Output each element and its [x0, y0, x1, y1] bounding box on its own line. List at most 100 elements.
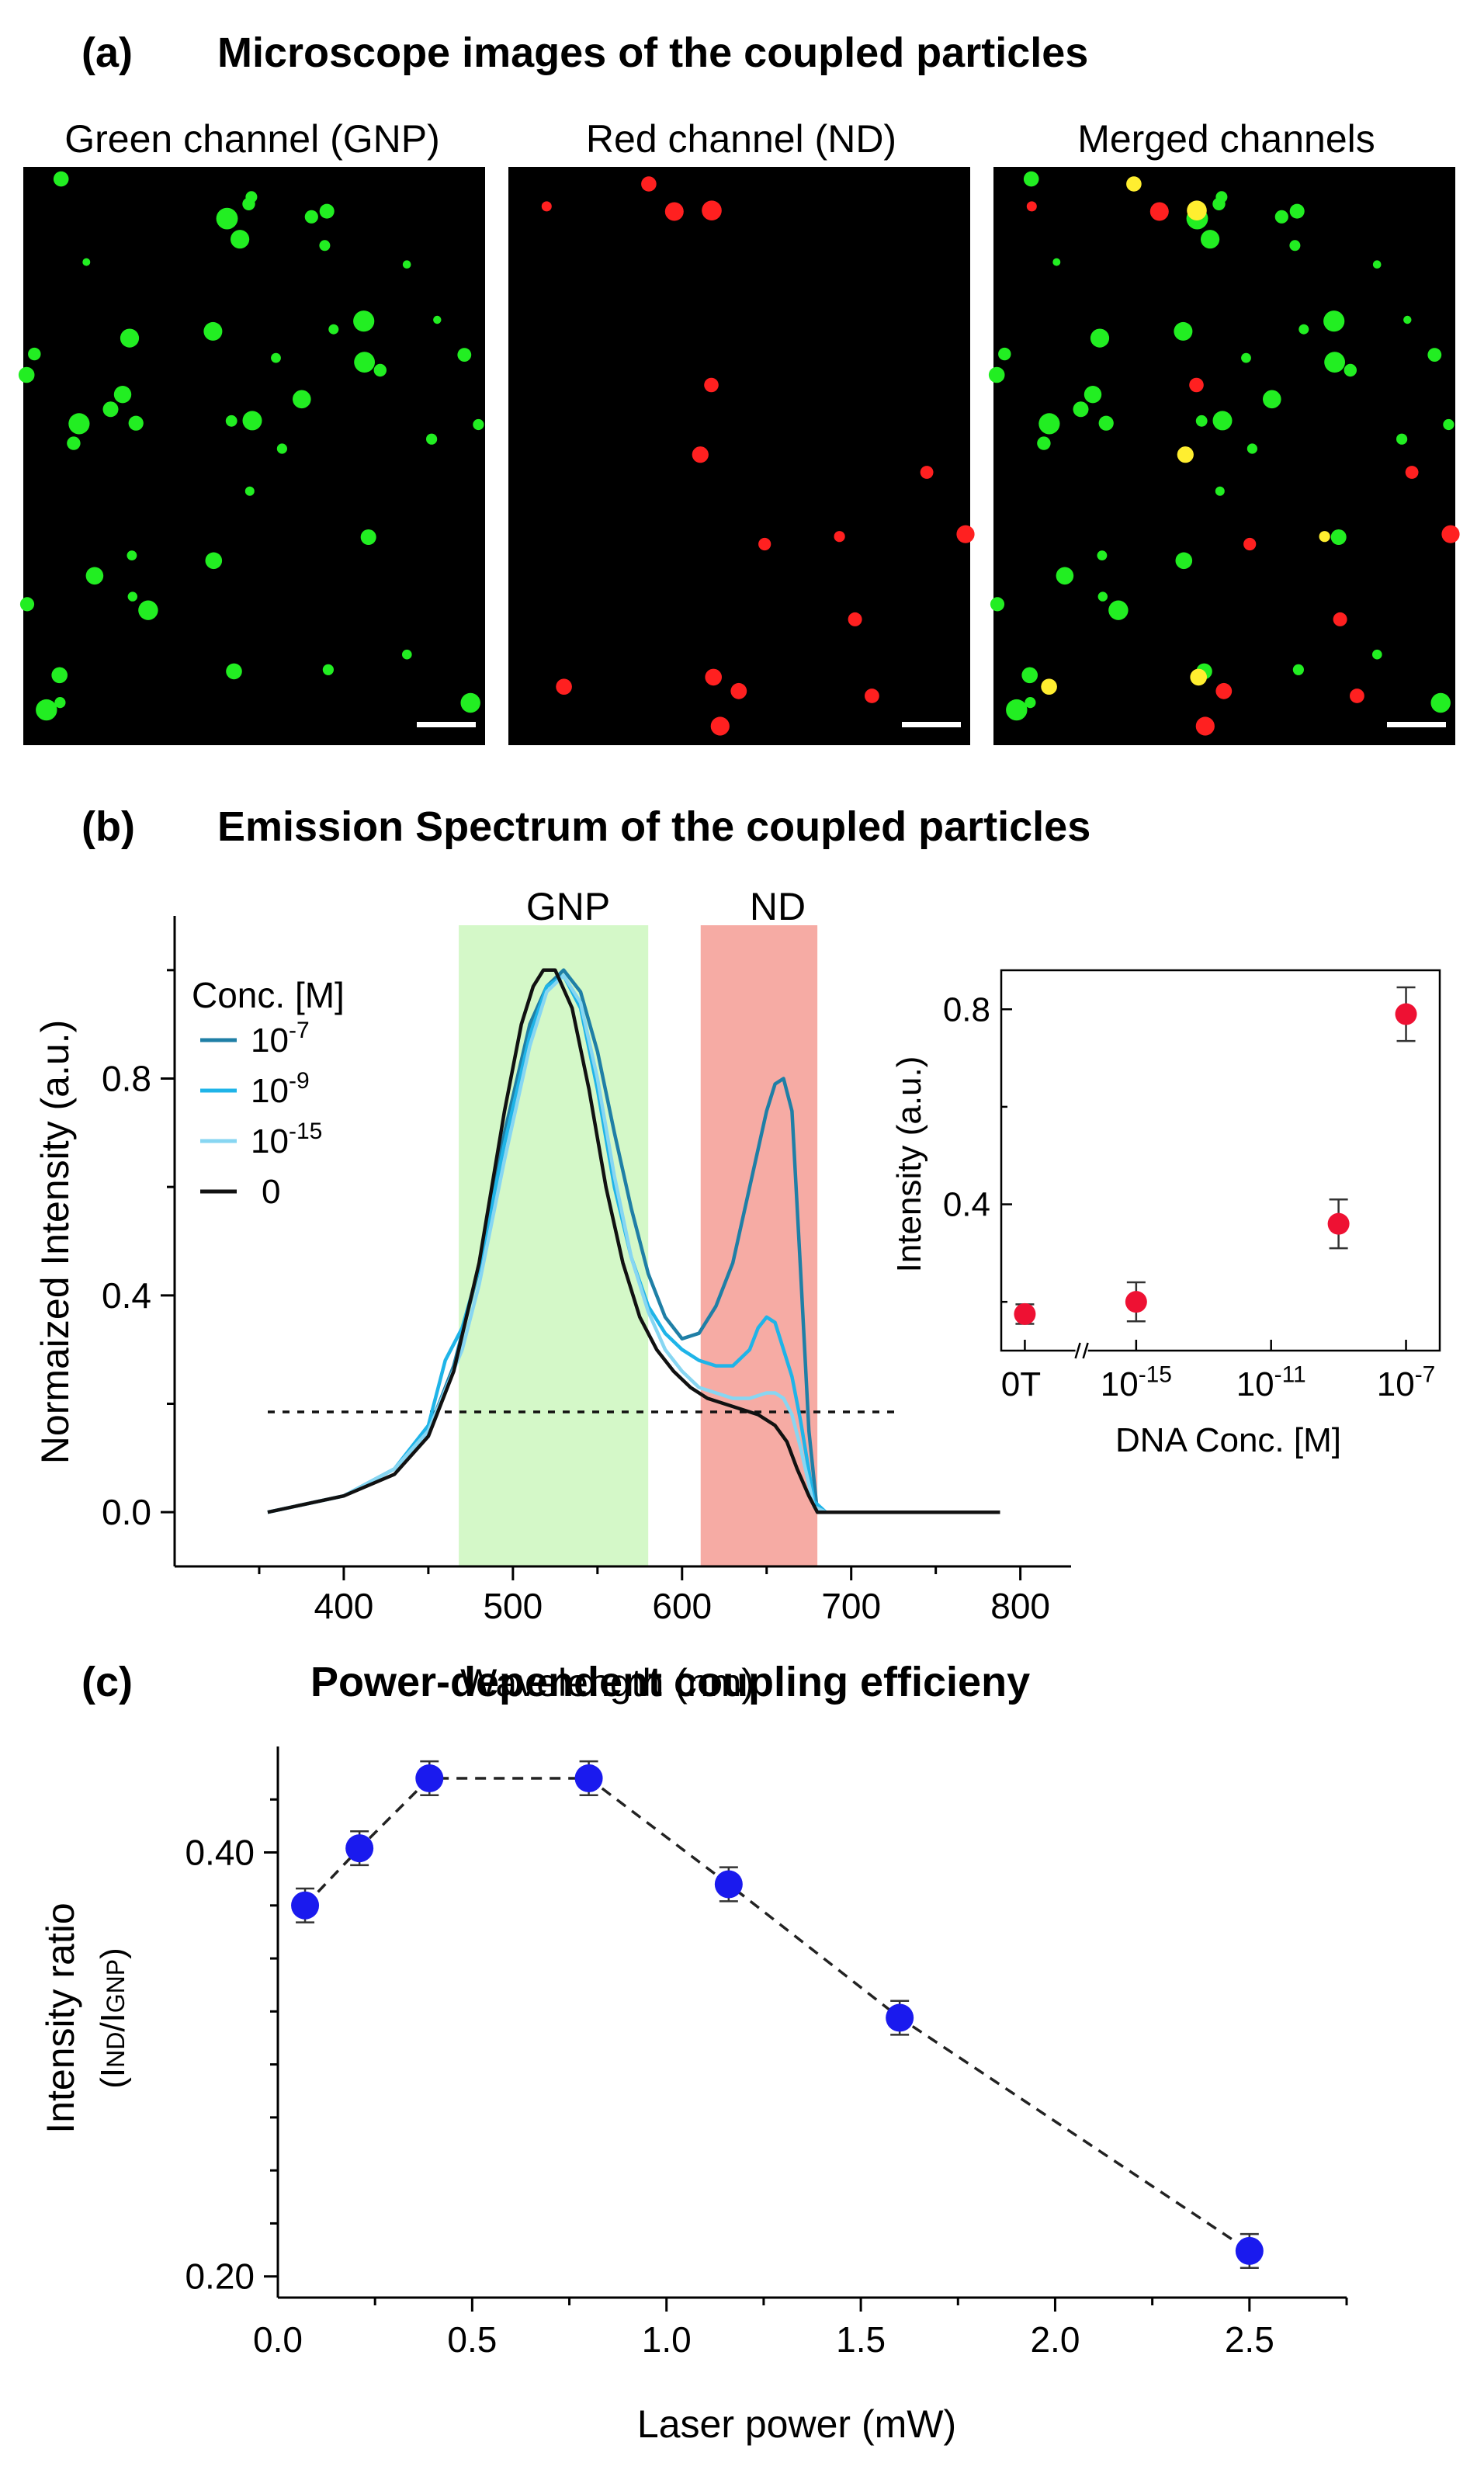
green-particle	[1098, 415, 1114, 431]
green-particle	[244, 486, 255, 496]
scale-bar	[417, 722, 476, 727]
green-particle	[1073, 401, 1089, 418]
green-particle	[1403, 315, 1412, 324]
x-tick-label: 1.0	[642, 2319, 692, 2360]
green-particle	[1175, 552, 1193, 570]
image-label-merged: Merged channels	[1077, 117, 1375, 161]
x-tick-label: 1.5	[836, 2319, 886, 2360]
red-particle	[1187, 200, 1207, 220]
green-particle	[1298, 324, 1309, 335]
green-particle	[1212, 411, 1233, 431]
green-particle	[271, 352, 281, 363]
red-particle	[702, 200, 722, 220]
green-particle	[138, 600, 158, 620]
y-tick-label: 0.40	[185, 1833, 255, 1873]
red-particle	[556, 678, 572, 695]
red-particle	[956, 525, 975, 543]
x-tick-label: 2.5	[1225, 2319, 1274, 2360]
inset-x-tick-label: 10-7	[1377, 1361, 1436, 1403]
x-tick-label: 600	[652, 1586, 712, 1626]
green-particle	[1241, 352, 1251, 363]
green-particle	[1427, 348, 1442, 362]
green-particle	[1274, 210, 1288, 224]
green-particle	[354, 352, 375, 373]
microscope-image-green	[18, 167, 485, 745]
legend-title: Conc. [M]	[192, 975, 345, 1015]
green-particle	[473, 418, 484, 431]
inset-y-tick-label: 0.8	[943, 990, 990, 1028]
x-tick-label: 800	[990, 1586, 1050, 1626]
green-particle	[328, 324, 339, 335]
green-particle	[242, 411, 262, 431]
red-particle	[865, 689, 879, 703]
red-particle	[1350, 689, 1364, 703]
data-point-0.07	[291, 1891, 320, 1920]
scale-bar	[902, 722, 961, 727]
green-particle	[1025, 697, 1036, 709]
green-particle	[1263, 390, 1281, 409]
green-particle	[1330, 529, 1347, 545]
green-particle	[426, 433, 438, 445]
green-particle	[231, 230, 250, 249]
power-coupling-chart: 0.0 0.5 1.0 1.5 2.0 2.5 0.20 0.40 Laser power (m…	[39, 1746, 1348, 2446]
green-particle	[1195, 414, 1208, 427]
data-point-1.6	[886, 2003, 914, 2032]
green-particle	[1021, 667, 1038, 684]
green-particle	[460, 692, 480, 713]
green-particle	[990, 597, 1005, 612]
y-tick-label: 0.4	[102, 1275, 151, 1316]
inset-x-tick-label: 0T	[1001, 1365, 1041, 1403]
red-particle	[1126, 176, 1142, 192]
green-particle	[225, 414, 238, 427]
green-particle	[1246, 443, 1257, 454]
green-particle	[360, 529, 376, 545]
green-particle	[1037, 436, 1051, 450]
green-particle	[242, 197, 255, 210]
green-particle	[1174, 321, 1193, 341]
green-particle	[433, 315, 442, 324]
red-particle	[848, 612, 862, 626]
image-label-green: Green channel (GNP)	[64, 117, 440, 161]
inset-x-axis-label: DNA Conc. [M]	[1115, 1421, 1341, 1459]
series-line-10e-15	[267, 973, 1000, 1514]
green-particle	[402, 260, 411, 269]
red-particle	[1041, 678, 1057, 695]
data-point-0.8	[574, 1764, 603, 1792]
green-particle	[988, 366, 1005, 383]
x-axis-label: Wavelength (nm)	[460, 1661, 754, 1705]
inset-y-axis-label: Intensity (a.u.)	[890, 1056, 928, 1273]
green-particle	[1292, 664, 1304, 675]
y-tick-label: 0.0	[102, 1492, 151, 1532]
scale-bar	[1387, 722, 1446, 727]
green-particle	[19, 597, 35, 612]
green-particle	[1215, 486, 1225, 496]
green-particle	[1201, 230, 1220, 249]
green-particle	[1108, 600, 1129, 620]
data-point-1.16	[714, 1870, 743, 1899]
green-particle	[319, 203, 335, 219]
green-particle	[102, 401, 119, 418]
green-particle	[1443, 418, 1455, 431]
green-particle	[1097, 591, 1108, 602]
inset-frame	[1000, 969, 1441, 1352]
red-particle	[1441, 525, 1460, 543]
red-particle	[710, 716, 730, 736]
legend: Conc. [M] 10-7 10-9 10-15 0	[192, 975, 345, 1211]
green-particle	[113, 386, 132, 404]
y-axis-label-ratio: (IND/IGNP)	[94, 1948, 132, 2089]
green-particle	[1289, 203, 1305, 219]
inset-x-tick-label: 10-15	[1101, 1361, 1172, 1403]
green-particle	[68, 413, 90, 435]
y-axis-label: Intensity ratio	[39, 1902, 82, 2133]
data-point-2.5	[1235, 2236, 1264, 2265]
panel-a-label: (a)	[81, 29, 133, 76]
red-particle	[730, 682, 747, 699]
green-particle	[322, 664, 334, 675]
legend-label-0: 0	[262, 1173, 280, 1211]
green-particle	[1090, 328, 1110, 348]
data-point-0.21	[345, 1834, 374, 1863]
legend-label-1e-7: 10-7	[251, 1018, 310, 1060]
green-particle	[1212, 197, 1226, 210]
green-particle	[67, 436, 81, 450]
green-particle	[1097, 550, 1108, 560]
